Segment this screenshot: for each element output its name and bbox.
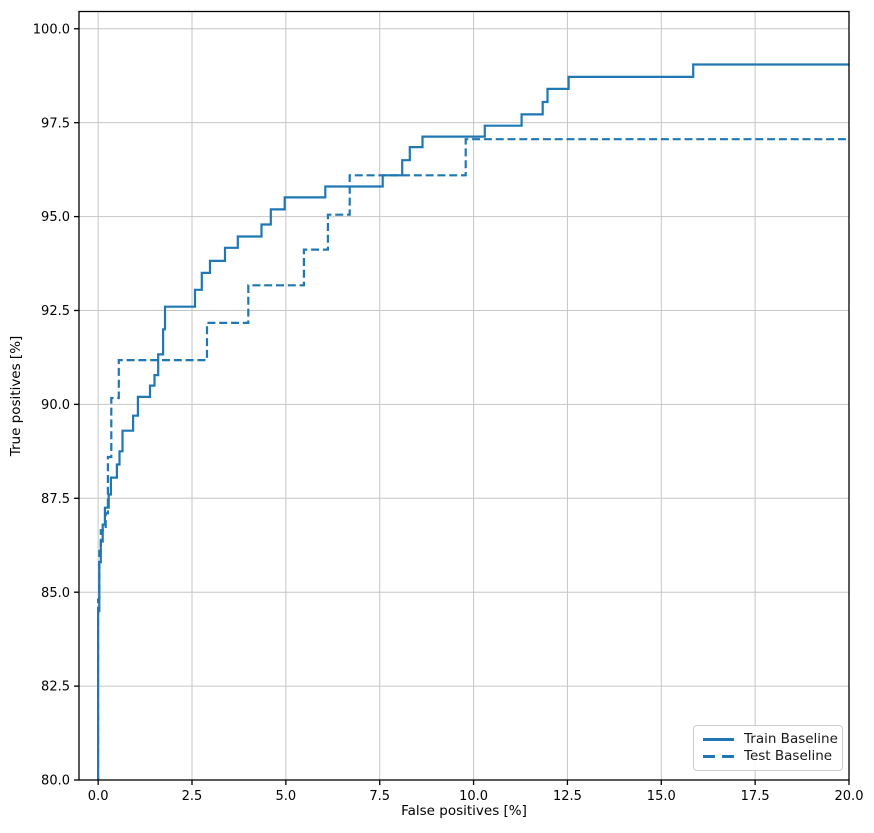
x-tick-label: 5.0 — [276, 789, 297, 804]
x-tick-label: 10.0 — [459, 789, 488, 804]
y-tick-label: 82.5 — [41, 680, 70, 695]
x-tick-label: 2.5 — [182, 789, 203, 804]
y-tick-label: 100.0 — [33, 22, 70, 37]
legend-line-dashed-swatch — [703, 755, 734, 758]
x-tick-label: 15.0 — [647, 789, 676, 804]
y-axis-label: True positives [%] — [8, 335, 24, 457]
x-tick-label: 20.0 — [835, 789, 864, 804]
x-tick-label: 17.5 — [741, 789, 770, 804]
legend: Train Baseline Test Baseline — [693, 725, 843, 771]
series-train-baseline — [97, 63, 849, 780]
series-test-baseline — [97, 138, 849, 780]
legend-label-train: Train Baseline — [744, 731, 838, 747]
y-tick-label: 97.5 — [41, 116, 70, 131]
y-tick-label: 85.0 — [41, 586, 70, 601]
x-tick-label: 7.5 — [369, 789, 390, 804]
legend-line-solid-swatch — [703, 738, 734, 741]
legend-item-train: Train Baseline — [703, 731, 838, 748]
x-tick-label: 12.5 — [553, 789, 582, 804]
y-tick-label: 80.0 — [41, 774, 70, 789]
y-tick-label: 95.0 — [41, 210, 70, 225]
x-axis-label: False positives [%] — [401, 803, 527, 819]
y-tick-label: 90.0 — [41, 398, 70, 413]
legend-item-test: Test Baseline — [703, 748, 833, 765]
axes-frame — [78, 10, 850, 781]
y-tick-label: 92.5 — [41, 304, 70, 319]
x-tick-label: 0.0 — [88, 789, 109, 804]
legend-label-test: Test Baseline — [744, 748, 833, 764]
y-tick-label: 87.5 — [41, 492, 70, 507]
